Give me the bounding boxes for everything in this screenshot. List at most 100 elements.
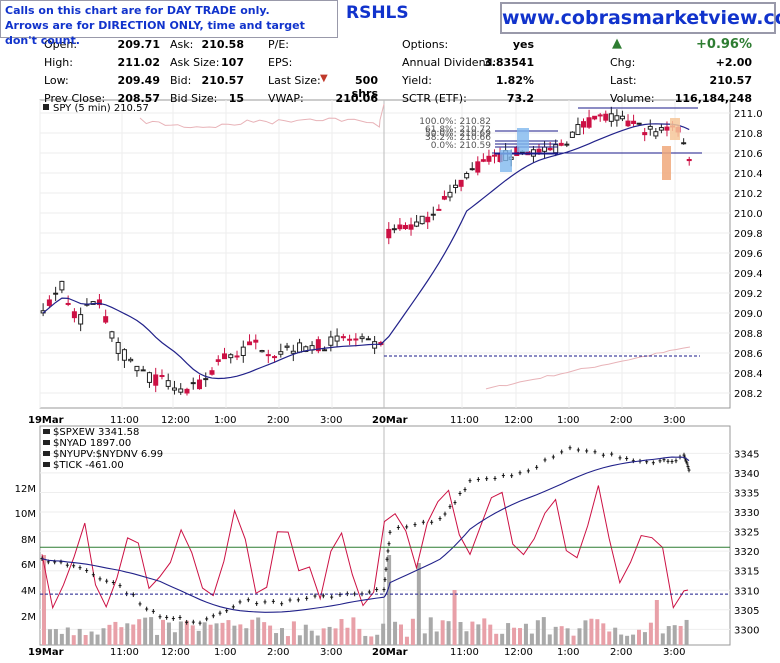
volume-bar: [113, 621, 118, 645]
price-x-tick-label: 2:00: [610, 415, 632, 426]
day2-candle: [608, 113, 614, 122]
volume-bar: [678, 625, 683, 645]
volume-bar: [285, 636, 290, 645]
day2-candle: [553, 144, 559, 154]
day1-candle: [59, 280, 65, 291]
day2-candle: [453, 184, 459, 188]
day1-candle: [159, 375, 165, 378]
day1-candle: [234, 355, 240, 358]
breadth-legend-swatch: [43, 429, 50, 434]
volume-bar: [375, 634, 380, 645]
volume-bar: [470, 621, 475, 645]
volume-bar: [648, 622, 653, 645]
day1-candle: [259, 350, 265, 353]
day1-candle: [340, 336, 346, 339]
sctr-value: 73.2: [506, 92, 534, 105]
volume-bar: [541, 617, 546, 645]
volume-bar: [535, 620, 540, 645]
volume-bar: [297, 635, 302, 645]
bid-label: Bid:: [170, 74, 192, 87]
volume-bar: [410, 618, 415, 645]
last-label: Last:: [610, 74, 637, 87]
price-x-tick-label: 3:00: [320, 415, 342, 426]
volume-bar: [274, 633, 279, 645]
day1-candle: [53, 292, 59, 295]
breadth-x-tick-label: 11:00: [450, 647, 479, 658]
volume-bar: [464, 631, 469, 645]
volume-bar: [476, 624, 481, 645]
day2-candle: [464, 173, 470, 179]
volume-bar: [642, 632, 647, 645]
day2-candle: [603, 113, 609, 121]
day1-candle: [178, 388, 184, 393]
volume-bar: [565, 628, 570, 645]
volume-bar: [660, 633, 665, 645]
day2-candle: [419, 215, 425, 225]
volume-bar: [101, 628, 106, 645]
volume-bar: [42, 555, 46, 645]
volume-bar: [184, 620, 189, 645]
volume-bar: [232, 625, 237, 645]
day2-candle: [664, 126, 670, 131]
breadth-x-tick-label: 20Mar: [372, 647, 408, 658]
volume-bar: [125, 623, 130, 645]
volume-bar: [226, 620, 231, 645]
volume-bar: [393, 621, 398, 645]
volume-bar: [553, 626, 558, 645]
volume-bar: [71, 635, 76, 645]
pct-change-value: +0.96%: [696, 37, 752, 52]
day1-candle: [78, 314, 84, 325]
fib-label: 0.0%: 210.59: [431, 141, 492, 151]
fib-label: 50.0%: 210.69: [425, 129, 491, 139]
day2-candle: [586, 117, 592, 128]
day1-candle: [359, 336, 365, 340]
down-arrow-icon: ▼: [320, 73, 328, 84]
volume-bar: [309, 630, 314, 645]
price-y-tick-label: 209.8: [734, 229, 763, 240]
volume-bar: [137, 619, 142, 645]
breadth-x-tick-label: 2:00: [610, 647, 632, 658]
overlay-line-2: [485, 346, 691, 390]
breadth-x-tick-label: 19Mar: [28, 647, 64, 658]
volume-bar: [416, 563, 421, 645]
day1-candle: [65, 302, 71, 305]
breadth-y-tick-label: 3310: [734, 586, 759, 597]
volume-bar: [619, 634, 624, 645]
day1-candle: [265, 354, 271, 357]
volume-bar: [452, 590, 457, 645]
day1-candle: [278, 351, 284, 355]
prevclose-value: 208.57: [117, 92, 160, 105]
breadth-y-tick-label: 3330: [734, 508, 759, 519]
price-panel-frame: [39, 99, 731, 409]
day2-candle: [391, 228, 397, 231]
breadth-x-tick-label: 11:00: [110, 647, 139, 658]
volume-bar: [89, 631, 94, 645]
volume-bar: [440, 620, 445, 645]
day1-candle: [103, 316, 109, 323]
day2-candle: [469, 168, 475, 171]
price-y-tick-label: 209.6: [734, 249, 763, 260]
breadth-legend-swatch: [43, 440, 50, 445]
day2-candle: [581, 121, 587, 128]
volume-bar: [654, 600, 659, 645]
highlight-box-orange-2: [670, 118, 680, 140]
vwap-label: VWAP:: [268, 92, 304, 105]
fib-label: 100.0%: 210.82: [419, 117, 491, 127]
day2-candle: [397, 224, 403, 230]
volume-bar: [523, 623, 528, 645]
day1-candle: [128, 358, 134, 362]
high-value: 211.02: [117, 56, 160, 69]
day1-candle: [315, 339, 321, 352]
day2-candle: [408, 224, 414, 230]
price-y-tick-label: 211.0: [734, 109, 763, 120]
volume-bar: [500, 633, 505, 645]
breadth-legend-swatch: [43, 462, 50, 467]
volume-bar: [387, 555, 392, 645]
day1-candle: [328, 336, 334, 346]
website-banner[interactable]: www.cobrasmarketview.com: [500, 2, 780, 34]
breadth-legend-swatch: [43, 451, 50, 456]
fib-label: 38.2%: 210.66: [425, 133, 491, 143]
prevclose-label: Prev Close:: [44, 92, 106, 105]
price-x-tick-label: 1:00: [214, 415, 236, 426]
